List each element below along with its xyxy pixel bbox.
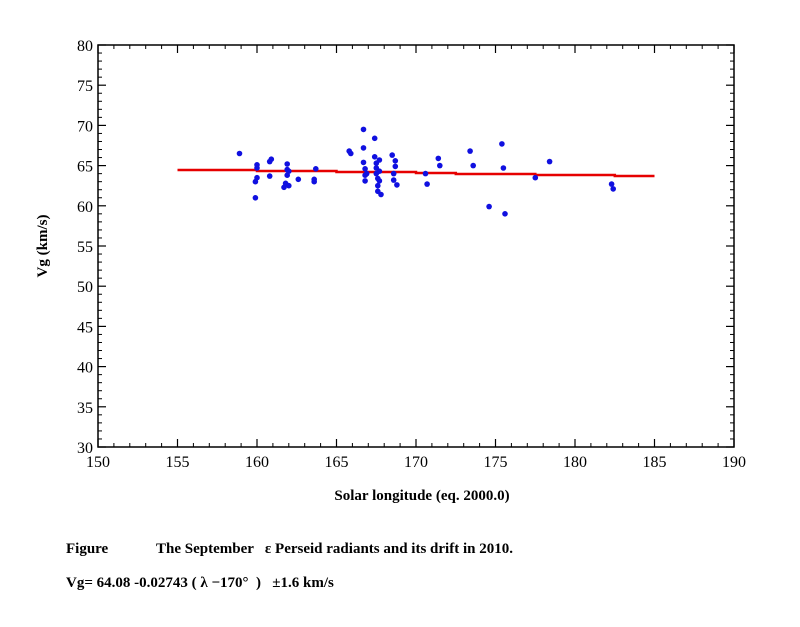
x-tick-label: 185 [643, 454, 667, 471]
data-point [392, 163, 399, 170]
y-tick-label: 65 [77, 159, 93, 176]
data-point [284, 161, 291, 167]
data-point [546, 158, 553, 165]
axes: 150 155 160 165 170 175 180 185 190 30 35 40 45 50 55 6… [77, 38, 746, 471]
figure-title: The September ε Perseid radiants and its… [156, 541, 513, 557]
fit-line [177, 168, 655, 178]
x-axis-title: Solar longitude (eq. 2000.0) [334, 488, 509, 504]
data-point [499, 141, 505, 147]
data-point [348, 150, 354, 157]
data-point [371, 154, 378, 160]
data-point [467, 148, 473, 154]
data-point [311, 176, 318, 183]
y-tick-label: 80 [77, 38, 93, 55]
x-tick-label: 180 [563, 454, 587, 471]
x-tick-label: 160 [245, 454, 269, 471]
data-point [360, 126, 367, 133]
data-point [502, 211, 508, 217]
x-tick-label: 165 [325, 454, 349, 471]
data-point [390, 177, 397, 183]
data-point [376, 157, 383, 163]
data-point [394, 182, 400, 188]
y-tick-label: 60 [77, 199, 93, 216]
y-axis-title: Vg (km/s) [35, 215, 51, 278]
data-point [254, 162, 260, 168]
x-tick-label: 150 [86, 454, 110, 471]
data-point [532, 174, 539, 181]
data-point [608, 181, 615, 187]
plot-background [98, 45, 734, 447]
data-point [266, 173, 273, 179]
data-point [376, 168, 383, 174]
data-point [313, 166, 319, 172]
y-tick-label: 40 [77, 360, 93, 377]
data-point [389, 152, 396, 158]
x-tick-label: 190 [722, 454, 746, 471]
data-point [435, 155, 442, 162]
fit-formula: Vg= 64.08 -0.02743 ( λ −170° ) ±1.6 km/s [66, 575, 334, 591]
y-tick-label: 50 [77, 279, 93, 296]
y-tick-label: 70 [77, 118, 93, 135]
figure-caption: Figure The September ε Perseid radiants a… [66, 541, 513, 558]
y-tick-label: 75 [77, 78, 93, 95]
data-point [360, 159, 367, 166]
x-tick-label: 155 [166, 454, 190, 471]
fit-line-layer [177, 168, 655, 178]
data-point [360, 145, 367, 151]
data-point [376, 178, 383, 184]
data-point [390, 170, 397, 177]
y-tick-label: 55 [77, 239, 93, 256]
data-point [378, 191, 384, 198]
data-point [295, 176, 302, 183]
data-point [371, 135, 378, 142]
data-point [470, 162, 477, 169]
data-point [268, 156, 275, 162]
data-point [500, 165, 507, 171]
data-point [252, 195, 259, 201]
y-tick-label: 30 [77, 440, 93, 457]
data-point [254, 174, 260, 181]
data-point [392, 158, 399, 164]
data-point [286, 182, 292, 189]
data-point [424, 181, 430, 187]
data-point [437, 162, 443, 169]
figure-label: Figure [66, 541, 109, 557]
data-point [362, 178, 368, 184]
data-points [236, 126, 616, 217]
data-point [610, 186, 616, 192]
data-point [286, 168, 292, 174]
plot-area [98, 45, 734, 447]
scatter-chart: 150 155 160 165 170 175 180 185 190 30 35 40 45 50 55 6… [35, 38, 746, 504]
y-tick-label: 45 [77, 319, 93, 336]
data-point [422, 170, 429, 177]
y-tick-label: 35 [77, 400, 93, 417]
data-point [236, 150, 243, 157]
data-point [363, 170, 370, 177]
x-tick-label: 170 [404, 454, 428, 471]
data-point [362, 166, 368, 172]
data-point [375, 182, 381, 189]
x-tick-label: 175 [484, 454, 508, 471]
data-point [486, 203, 492, 210]
